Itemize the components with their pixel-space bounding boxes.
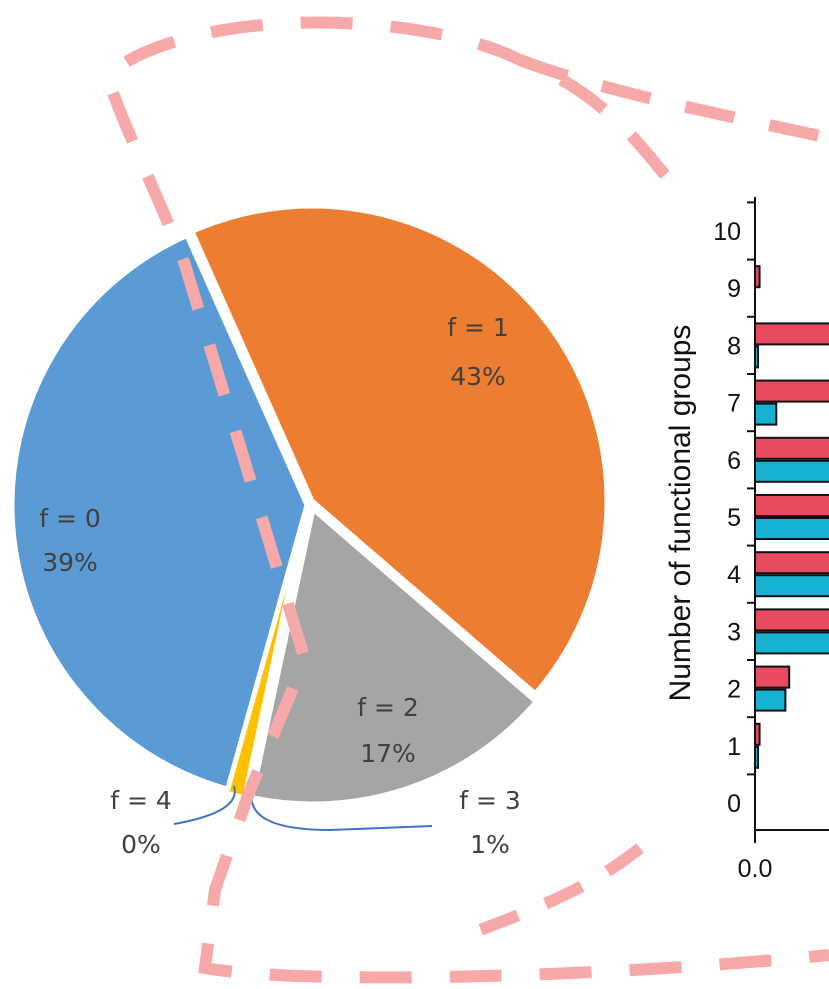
y-tick-label: 4 bbox=[727, 561, 741, 589]
bar bbox=[754, 494, 829, 517]
slice-label-f2: f = 2 bbox=[357, 693, 419, 722]
slice-value-f4: 0% bbox=[121, 830, 161, 859]
dashed-highlight-outline-right bbox=[517, 54, 829, 144]
y-tick-label: 3 bbox=[727, 618, 741, 646]
bar bbox=[754, 574, 829, 598]
y-tick-label: 2 bbox=[727, 676, 741, 704]
y-tick-label: 8 bbox=[727, 332, 741, 360]
slice-label-f4: f = 4 bbox=[110, 786, 172, 815]
bar bbox=[754, 402, 778, 426]
y-tick-label: 7 bbox=[727, 390, 741, 418]
y-tick-label: 9 bbox=[727, 275, 741, 303]
slice-label-f3: f = 3 bbox=[459, 786, 521, 815]
y-tick-label: 1 bbox=[727, 733, 741, 761]
y-tick-label: 0 bbox=[727, 790, 741, 818]
pie-chart: f = 1 43% f = 0 39% f = 2 17% f = 4 0% f… bbox=[9, 203, 610, 859]
y-tick-label: 6 bbox=[727, 447, 741, 475]
pie-slice-f0 bbox=[9, 233, 310, 792]
slice-value-f3: 1% bbox=[470, 830, 510, 859]
slice-value-f0: 39% bbox=[42, 548, 98, 577]
pie-slice-f1 bbox=[189, 203, 610, 697]
dashed-highlight-outline bbox=[104, 16, 829, 984]
x-tick-label-0: 0.0 bbox=[738, 855, 773, 883]
slice-label-f1: f = 1 bbox=[447, 313, 509, 342]
bar bbox=[754, 517, 829, 540]
leader-line-f4 bbox=[173, 785, 236, 825]
bar bbox=[754, 379, 829, 403]
bar bbox=[754, 436, 829, 460]
dashed-highlight-outline-inner bbox=[477, 843, 644, 936]
bar bbox=[754, 459, 829, 483]
bar bbox=[754, 665, 791, 689]
bar bbox=[754, 608, 829, 632]
y-axis-label: Number of functional groups bbox=[664, 325, 697, 702]
bar bbox=[754, 688, 787, 712]
slice-label-f0: f = 0 bbox=[39, 504, 101, 533]
slice-value-f2: 17% bbox=[360, 739, 416, 768]
bar bbox=[754, 631, 829, 655]
y-tick-label: 10 bbox=[713, 218, 741, 246]
bar-chart: 0 1 2 3 4 5 6 7 8 9 10 0.0 Number of functional gr… bbox=[664, 197, 829, 883]
bar bbox=[754, 322, 829, 346]
bar bbox=[754, 551, 829, 575]
pie-slice-f2 bbox=[249, 506, 539, 807]
slice-value-f1: 43% bbox=[450, 362, 506, 391]
y-tick-label: 5 bbox=[727, 504, 741, 532]
